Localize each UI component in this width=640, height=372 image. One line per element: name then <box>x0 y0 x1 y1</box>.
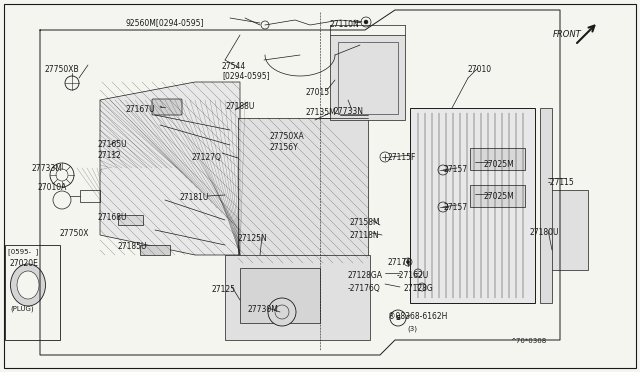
Text: 27128G: 27128G <box>403 284 433 293</box>
Bar <box>470 185 525 207</box>
Text: S: S <box>396 315 401 321</box>
Ellipse shape <box>10 264 45 306</box>
Text: 27020E: 27020E <box>10 259 39 268</box>
Text: 27010: 27010 <box>468 65 492 74</box>
Text: ®08368-6162H: ®08368-6162H <box>388 312 447 321</box>
Text: 27730M: 27730M <box>248 305 279 314</box>
Text: 27010A: 27010A <box>37 183 67 192</box>
Circle shape <box>364 20 368 24</box>
Text: 27128GA: 27128GA <box>348 271 383 280</box>
Text: FRONT: FRONT <box>553 30 582 39</box>
Bar <box>238 118 368 263</box>
Text: 27118N: 27118N <box>350 231 380 240</box>
Bar <box>548 190 588 270</box>
Bar <box>540 108 552 303</box>
Text: 27544: 27544 <box>222 62 246 71</box>
Text: 27125: 27125 <box>212 285 236 294</box>
Text: 27157: 27157 <box>444 203 468 212</box>
Text: ^70*0308: ^70*0308 <box>510 338 547 344</box>
Circle shape <box>268 298 296 326</box>
Bar <box>330 35 405 120</box>
Text: -27176Q: -27176Q <box>348 284 381 293</box>
Text: 27750X: 27750X <box>60 229 90 238</box>
Text: 27025M: 27025M <box>483 192 514 201</box>
Bar <box>140 245 170 255</box>
Bar <box>410 108 535 303</box>
Bar <box>5 245 60 340</box>
Text: 27015: 27015 <box>306 88 330 97</box>
Text: -27162U: -27162U <box>397 271 429 280</box>
Text: 27157: 27157 <box>444 165 468 174</box>
Text: 27165U: 27165U <box>98 140 127 149</box>
FancyBboxPatch shape <box>152 99 182 115</box>
Text: 27181U: 27181U <box>180 193 209 202</box>
Text: 27135M: 27135M <box>305 108 336 117</box>
Polygon shape <box>100 82 240 255</box>
Text: 27167U: 27167U <box>126 105 156 114</box>
Text: 92560M[0294-0595]: 92560M[0294-0595] <box>125 18 204 27</box>
Text: 27125N: 27125N <box>238 234 268 243</box>
Text: 27750XA: 27750XA <box>270 132 305 141</box>
Bar <box>470 148 525 170</box>
Text: 27733M: 27733M <box>32 164 63 173</box>
Ellipse shape <box>17 271 39 299</box>
Text: (PLUG): (PLUG) <box>10 305 34 311</box>
Text: 27188U: 27188U <box>225 102 254 111</box>
Text: 27170: 27170 <box>388 258 412 267</box>
Bar <box>80 190 100 202</box>
Bar <box>338 42 398 114</box>
Polygon shape <box>225 255 370 340</box>
Text: 27158M: 27158M <box>350 218 381 227</box>
Text: 27156Y: 27156Y <box>270 143 299 152</box>
Text: 27180U: 27180U <box>530 228 559 237</box>
Text: 27025M: 27025M <box>483 160 514 169</box>
Text: 27110N: 27110N <box>330 20 360 29</box>
Text: 27127Q: 27127Q <box>192 153 222 162</box>
Text: -27115: -27115 <box>548 178 575 187</box>
Text: [0595-  ]: [0595- ] <box>8 248 38 255</box>
Text: [0294-0595]: [0294-0595] <box>222 71 269 80</box>
Bar <box>240 268 320 323</box>
Text: 27112: 27112 <box>98 151 122 160</box>
Text: 27750XB: 27750XB <box>45 65 79 74</box>
Text: (3): (3) <box>407 325 417 331</box>
Text: 27733N: 27733N <box>334 107 364 116</box>
Circle shape <box>406 260 410 263</box>
Bar <box>118 215 143 225</box>
Text: 27115F: 27115F <box>388 153 417 162</box>
Text: 27185U: 27185U <box>117 242 147 251</box>
Text: 27168U: 27168U <box>98 213 127 222</box>
